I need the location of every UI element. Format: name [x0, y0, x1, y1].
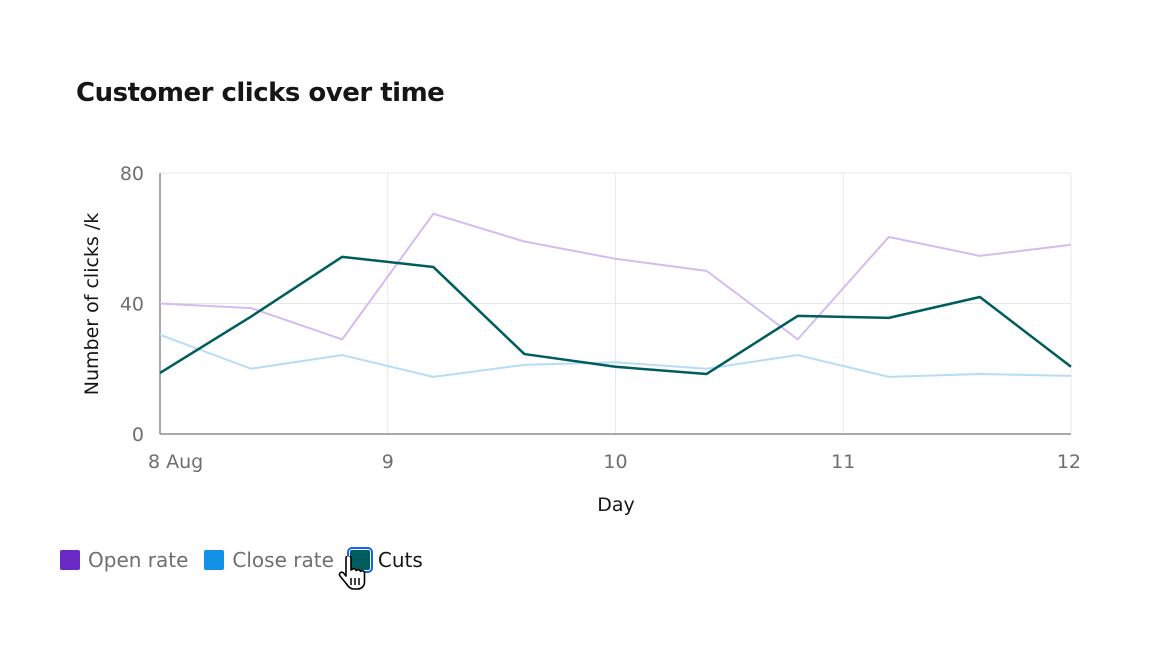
legend: Open rate Close rate Cuts	[60, 547, 439, 573]
chart-title: Customer clicks over time	[76, 78, 445, 108]
legend-item-close-rate[interactable]: Close rate	[204, 548, 334, 572]
x-tick-label: 12	[1057, 451, 1081, 473]
x-tick-label: 9	[382, 451, 394, 473]
y-tick-label: 0	[132, 424, 144, 446]
line-chart: 8 Aug 9 10 11 12 0 40 80 Day Number of clicks /k	[81, 163, 1081, 516]
legend-label: Close rate	[232, 548, 334, 572]
x-axis-label: Day	[597, 494, 635, 516]
legend-swatch-open-rate	[60, 550, 80, 570]
y-tick-label: 80	[120, 163, 144, 185]
legend-item-open-rate[interactable]: Open rate	[60, 548, 188, 572]
legend-item-cuts[interactable]: Cuts	[346, 547, 423, 573]
legend-label: Open rate	[88, 548, 189, 572]
series-line-open-rate	[159, 212, 1072, 341]
x-tick-label: 10	[603, 451, 627, 473]
hand-pointer-cursor-icon	[338, 556, 366, 590]
series-line-close-rate	[159, 333, 1072, 378]
y-tick-label: 40	[120, 294, 144, 316]
y-axis-label: Number of clicks /k	[81, 213, 103, 396]
series-line-cuts	[159, 255, 1072, 376]
legend-label: Cuts	[377, 548, 423, 572]
x-tick-label: 8 Aug	[148, 451, 203, 473]
legend-swatch-close-rate	[204, 550, 225, 570]
legend-swatch-cuts	[346, 547, 373, 573]
x-tick-label: 11	[831, 451, 855, 473]
